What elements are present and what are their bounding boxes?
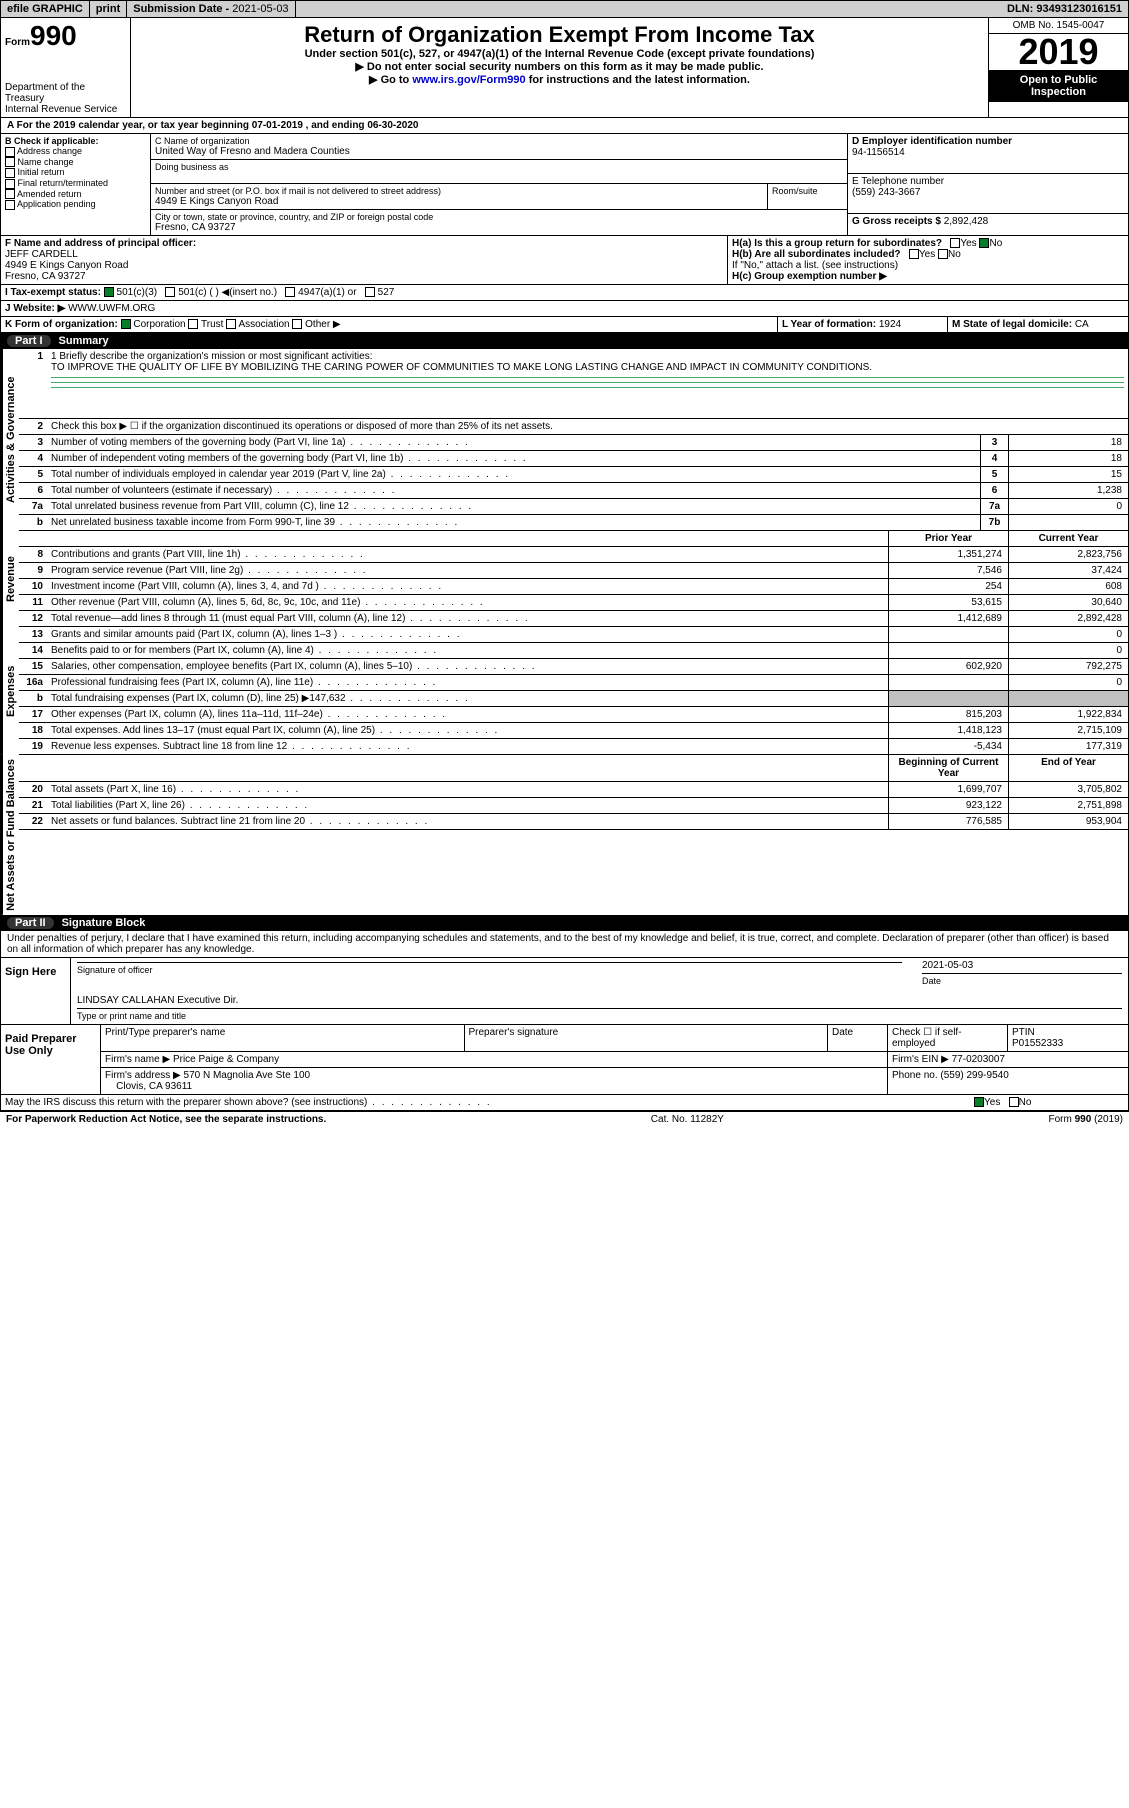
title-box: Return of Organization Exempt From Incom… <box>131 18 988 117</box>
penalty-text: Under penalties of perjury, I declare th… <box>1 931 1128 958</box>
activities-grid: Activities & Governance 1 1 Briefly desc… <box>1 349 1128 531</box>
top-toolbar: efile GRAPHIC print Submission Date - 20… <box>0 0 1129 18</box>
data-line: 8Contributions and grants (Part VIII, li… <box>19 547 1128 563</box>
header-row: Form990 Department of the Treasury Inter… <box>1 18 1128 118</box>
data-line: 19Revenue less expenses. Subtract line 1… <box>19 739 1128 755</box>
part1-header: Part ISummary <box>1 333 1128 349</box>
irs-link[interactable]: www.irs.gov/Form990 <box>412 74 525 86</box>
data-line: 9Program service revenue (Part VIII, lin… <box>19 563 1128 579</box>
line-a: A For the 2019 calendar year, or tax yea… <box>1 118 1128 134</box>
data-line: 12Total revenue—add lines 8 through 11 (… <box>19 611 1128 627</box>
sign-here-block: Sign Here Signature of officer 2021-05-0… <box>1 958 1128 1025</box>
box-deg: D Employer identification number 94-1156… <box>848 134 1128 235</box>
box-h: H(a) Is this a group return for subordin… <box>728 236 1128 284</box>
data-line: 21Total liabilities (Part X, line 26)923… <box>19 798 1128 814</box>
data-line: 22Net assets or fund balances. Subtract … <box>19 814 1128 830</box>
row-j: J Website: ▶ WWW.UWFM.ORG <box>1 301 1128 317</box>
dln-cell: DLN: 93493123016151 <box>1001 1 1128 17</box>
data-line: bTotal fundraising expenses (Part IX, co… <box>19 691 1128 707</box>
tab-revenue: Revenue <box>1 531 19 627</box>
row-fh: F Name and address of principal officer:… <box>1 236 1128 285</box>
data-line: 16aProfessional fundraising fees (Part I… <box>19 675 1128 691</box>
submission-cell: Submission Date - 2021-05-03 <box>127 1 295 17</box>
tab-expenses: Expenses <box>1 627 19 755</box>
page-title: Return of Organization Exempt From Incom… <box>135 22 984 48</box>
data-line: 14Benefits paid to or for members (Part … <box>19 643 1128 659</box>
print-button[interactable]: print <box>90 1 127 17</box>
data-line: 10Investment income (Part VIII, column (… <box>19 579 1128 595</box>
revenue-grid: Revenue Prior Year Current Year 8Contrib… <box>1 531 1128 627</box>
row-i: I Tax-exempt status: 501(c)(3) 501(c) ( … <box>1 285 1128 301</box>
part2-header: Part IISignature Block <box>1 915 1128 931</box>
netassets-grid: Net Assets or Fund Balances Beginning of… <box>1 755 1128 915</box>
box-f: F Name and address of principal officer:… <box>1 236 728 284</box>
year-box: OMB No. 1545-0047 2019 Open to PublicIns… <box>988 18 1128 117</box>
page-footer: For Paperwork Reduction Act Notice, see … <box>0 1112 1129 1127</box>
gov-line: 4Number of independent voting members of… <box>19 451 1128 467</box>
info-grid: B Check if applicable: Address change Na… <box>1 134 1128 236</box>
form-container: Form990 Department of the Treasury Inter… <box>0 18 1129 1112</box>
gov-line: 7aTotal unrelated business revenue from … <box>19 499 1128 515</box>
box-c: C Name of organization United Way of Fre… <box>151 134 848 235</box>
box-b: B Check if applicable: Address change Na… <box>1 134 151 235</box>
discuss-row: May the IRS discuss this return with the… <box>1 1095 1128 1111</box>
data-line: 17Other expenses (Part IX, column (A), l… <box>19 707 1128 723</box>
gov-line: 5Total number of individuals employed in… <box>19 467 1128 483</box>
form-id-box: Form990 Department of the Treasury Inter… <box>1 18 131 117</box>
data-line: 11Other revenue (Part VIII, column (A), … <box>19 595 1128 611</box>
mission-block: 1 1 Briefly describe the organization's … <box>19 349 1128 419</box>
row-klm: K Form of organization: Corporation Trus… <box>1 317 1128 333</box>
data-line: 15Salaries, other compensation, employee… <box>19 659 1128 675</box>
gov-line: bNet unrelated business taxable income f… <box>19 515 1128 531</box>
paid-preparer-block: Paid Preparer Use Only Print/Type prepar… <box>1 1025 1128 1095</box>
tab-netassets: Net Assets or Fund Balances <box>1 755 19 915</box>
data-line: 13Grants and similar amounts paid (Part … <box>19 627 1128 643</box>
gov-line: 6Total number of volunteers (estimate if… <box>19 483 1128 499</box>
expenses-grid: Expenses 13Grants and similar amounts pa… <box>1 627 1128 755</box>
efile-button[interactable]: efile GRAPHIC <box>1 1 90 17</box>
data-line: 20Total assets (Part X, line 16)1,699,70… <box>19 782 1128 798</box>
tab-activities: Activities & Governance <box>1 349 19 531</box>
gov-line: 3Number of voting members of the governi… <box>19 435 1128 451</box>
data-line: 18Total expenses. Add lines 13–17 (must … <box>19 723 1128 739</box>
